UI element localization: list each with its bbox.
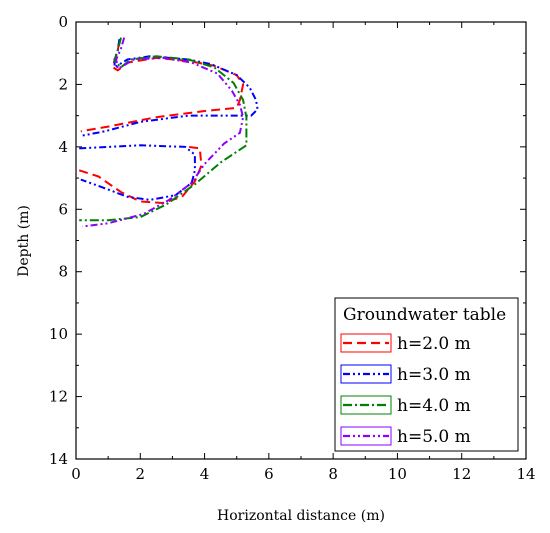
y-tick-label: 12: [49, 388, 68, 406]
series-lines: [78, 37, 259, 228]
y-tick-label: 4: [58, 138, 68, 156]
x-tick-label: 8: [328, 465, 338, 483]
y-tick-label: 2: [58, 75, 68, 93]
legend-label: h=4.0 m: [397, 396, 471, 416]
x-tick-label: 12: [452, 465, 471, 483]
x-tick-label: 14: [516, 465, 535, 483]
x-tick-label: 10: [388, 465, 407, 483]
x-tick-label: 6: [264, 465, 274, 483]
legend-label: h=2.0 m: [397, 334, 471, 354]
legend-label: h=5.0 m: [397, 427, 471, 447]
series-line-3: [79, 144, 196, 201]
series-line-0: [80, 40, 245, 133]
legend-swatch-box: [340, 395, 392, 415]
y-tick-label: 10: [49, 325, 68, 343]
series-line-1: [78, 145, 203, 204]
legend: Groundwater table h=2.0 m h=3.0 m h=4.0 m h…: [334, 297, 519, 452]
series-line-2: [80, 39, 259, 137]
x-tick-label: 2: [136, 465, 146, 483]
x-tick-label: 4: [200, 465, 210, 483]
x-axis-title: Horizontal distance (m): [217, 508, 385, 524]
x-tick-label: 0: [71, 465, 81, 483]
legend-swatch-box: [340, 333, 392, 353]
y-axis-title: Depth (m): [16, 205, 32, 277]
y-tick-label: 0: [58, 13, 68, 31]
y-tick-label: 8: [58, 263, 68, 281]
legend-label: h=3.0 m: [397, 365, 471, 385]
y-tick-label: 14: [49, 450, 68, 468]
series-line-5: [82, 37, 245, 228]
legend-swatch-box: [340, 364, 392, 384]
legend-title: Groundwater table: [343, 305, 506, 325]
y-tick-label: 6: [58, 200, 68, 218]
legend-swatch-box: [340, 426, 392, 446]
series-line-4: [79, 37, 248, 222]
